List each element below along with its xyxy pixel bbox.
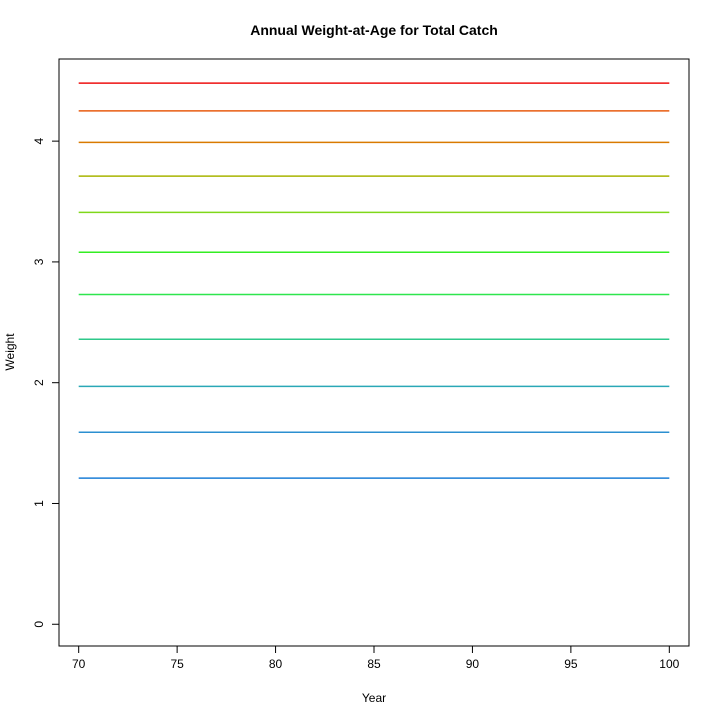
x-axis: 70 75 80 85 90 95 100	[72, 645, 680, 671]
series-layer	[78, 82, 670, 479]
x-tick-label: 85	[367, 657, 381, 671]
y-axis: 0 1 2 3 4	[32, 137, 60, 628]
x-tick-label: 70	[72, 657, 86, 671]
y-tick-label: 1	[32, 500, 46, 507]
x-tick-label: 100	[659, 657, 679, 671]
x-axis-label: Year	[362, 691, 386, 705]
x-tick-label: 90	[466, 657, 480, 671]
x-tick-label: 75	[170, 657, 184, 671]
y-tick-label: 4	[32, 137, 46, 144]
y-axis-label: Weight	[3, 333, 17, 371]
y-tick-label: 0	[32, 621, 46, 628]
chart-title: Annual Weight-at-Age for Total Catch	[250, 22, 498, 38]
y-tick-label: 2	[32, 379, 46, 386]
x-tick-label: 80	[269, 657, 283, 671]
plot-frame	[58, 58, 690, 647]
y-tick-label: 3	[32, 258, 46, 265]
x-tick-label: 95	[564, 657, 578, 671]
